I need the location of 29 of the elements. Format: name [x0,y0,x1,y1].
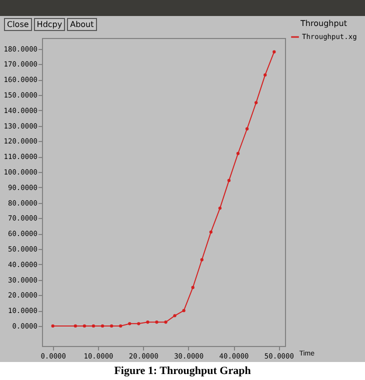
text: Close [4,18,32,31]
point [227,178,231,182]
point [146,320,150,324]
point [236,152,240,156]
point [74,324,78,328]
point [100,324,104,328]
text: About [67,18,97,31]
point [137,322,140,326]
point [119,324,122,328]
text: Hdcpy [34,18,66,31]
point [51,324,54,328]
caption: Figure 1: Throughput Graph [0,362,365,380]
point [82,324,86,328]
point [254,101,258,104]
point [164,320,168,324]
point [128,322,132,326]
point [110,324,114,328]
point [173,314,176,318]
point [191,286,194,290]
point [92,324,96,328]
point [245,127,249,130]
point [264,73,267,77]
point [272,50,276,54]
point [182,309,186,312]
point [155,320,158,324]
text: Throughput [300,19,347,28]
point [218,206,222,210]
point [200,258,204,262]
point [209,230,213,234]
